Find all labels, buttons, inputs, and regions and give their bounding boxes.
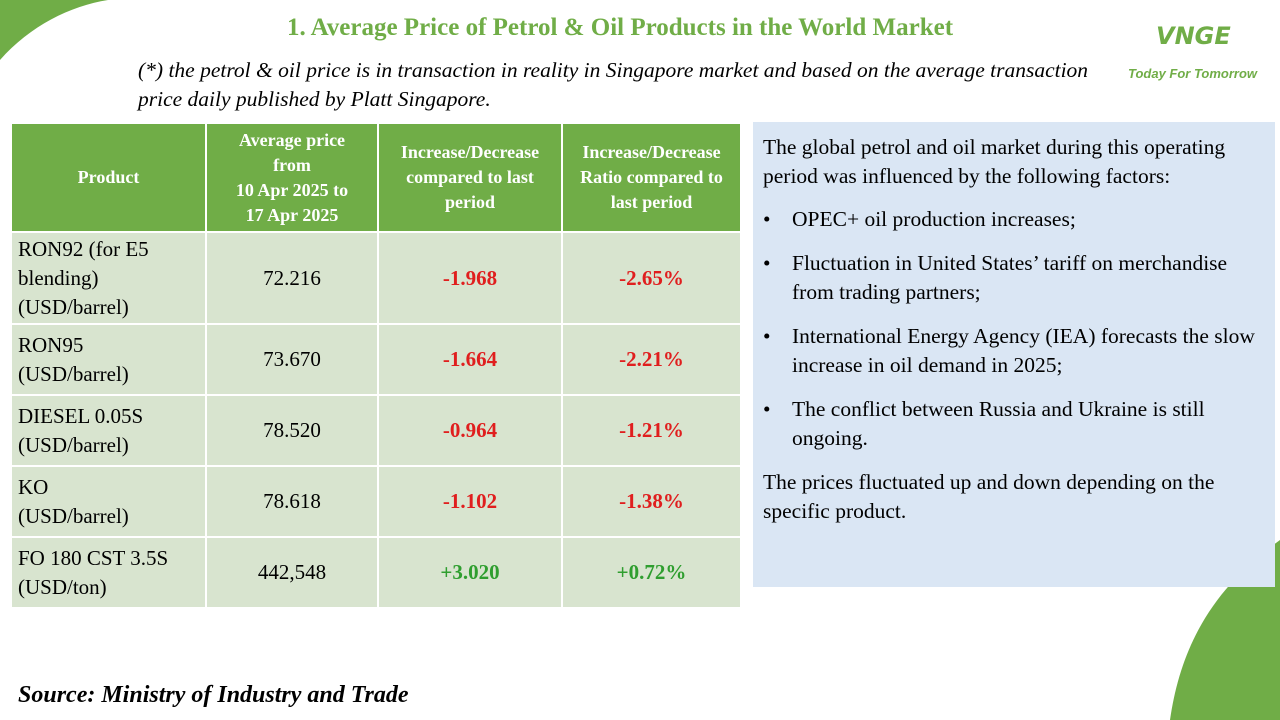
ratio-cell: -2.21% bbox=[561, 323, 742, 396]
factor-text: OPEC+ oil production increases; bbox=[792, 207, 1076, 231]
table-header-row: Product Average price from 10 Apr 2025 t… bbox=[10, 122, 742, 233]
factors-list: • OPEC+ oil production increases; • Fluc… bbox=[763, 205, 1265, 453]
list-item: • The conflict between Russia and Ukrain… bbox=[763, 395, 1265, 453]
factor-text: Fluctuation in United States’ tariff on … bbox=[792, 251, 1228, 304]
bullet-icon: • bbox=[763, 207, 771, 231]
ratio-cell: -2.65% bbox=[561, 231, 742, 325]
factors-intro: The global petrol and oil market during … bbox=[763, 135, 1226, 188]
factor-text: The conflict between Russia and Ukraine … bbox=[792, 397, 1205, 450]
product-cell: FO 180 CST 3.5S (USD/ton) bbox=[10, 536, 207, 609]
page-title: 1. Average Price of Petrol & Oil Product… bbox=[286, 14, 954, 41]
product-cell: RON95 (USD/barrel) bbox=[10, 323, 207, 396]
change-cell: -1.664 bbox=[377, 323, 563, 396]
bullet-icon: • bbox=[763, 324, 771, 348]
factor-text: International Energy Agency (IEA) foreca… bbox=[792, 324, 1255, 377]
source-citation: Source: Ministry of Industry and Trade bbox=[18, 682, 409, 708]
list-item: • Fluctuation in United States’ tariff o… bbox=[763, 249, 1265, 307]
ratio-cell: +0.72% bbox=[561, 536, 742, 609]
bullet-icon: • bbox=[763, 251, 771, 275]
price-source-note: (*) the petrol & oil price is in transac… bbox=[138, 58, 1089, 111]
product-cell: RON92 (for E5 blending) (USD/barrel) bbox=[10, 231, 207, 325]
table-row: DIESEL 0.05S (USD/barrel) 78.520 -0.964 … bbox=[10, 394, 742, 467]
corner-leaf-decoration bbox=[0, 0, 108, 60]
change-cell: -1.102 bbox=[377, 465, 563, 538]
logo-wordmark: VNGE bbox=[1156, 22, 1231, 50]
product-cell: KO (USD/barrel) bbox=[10, 465, 207, 538]
table-row: KO (USD/barrel) 78.618 -1.102 -1.38% bbox=[10, 465, 742, 538]
header-product: Product bbox=[10, 122, 207, 233]
price-cell: 78.520 bbox=[205, 394, 379, 467]
list-item: • OPEC+ oil production increases; bbox=[763, 205, 1265, 234]
header-change-ratio: Increase/Decrease Ratio compared to last… bbox=[561, 122, 742, 233]
header-average-price: Average price from 10 Apr 2025 to 17 Apr… bbox=[205, 122, 379, 233]
logo-tagline: Today For Tomorrow bbox=[1128, 66, 1258, 81]
change-cell: +3.020 bbox=[377, 536, 563, 609]
ratio-cell: -1.38% bbox=[561, 465, 742, 538]
price-cell: 72.216 bbox=[205, 231, 379, 325]
table-row: FO 180 CST 3.5S (USD/ton) 442,548 +3.020… bbox=[10, 536, 742, 609]
product-cell: DIESEL 0.05S (USD/barrel) bbox=[10, 394, 207, 467]
list-item: • International Energy Agency (IEA) fore… bbox=[763, 322, 1265, 380]
price-cell: 442,548 bbox=[205, 536, 379, 609]
market-factors-panel: The global petrol and oil market during … bbox=[753, 122, 1275, 587]
table-row: RON95 (USD/barrel) 73.670 -1.664 -2.21% bbox=[10, 323, 742, 396]
price-cell: 73.670 bbox=[205, 323, 379, 396]
price-table: Product Average price from 10 Apr 2025 t… bbox=[10, 122, 742, 609]
factors-conclusion: The prices fluctuated up and down depend… bbox=[763, 470, 1215, 523]
company-logo: VNGE Today For Tomorrow bbox=[1126, 22, 1266, 88]
bullet-icon: • bbox=[763, 397, 771, 421]
table-row: RON92 (for E5 blending) (USD/barrel) 72.… bbox=[10, 231, 742, 325]
header-change: Increase/Decrease compared to last perio… bbox=[377, 122, 563, 233]
price-cell: 78.618 bbox=[205, 465, 379, 538]
ratio-cell: -1.21% bbox=[561, 394, 742, 467]
change-cell: -1.968 bbox=[377, 231, 563, 325]
change-cell: -0.964 bbox=[377, 394, 563, 467]
